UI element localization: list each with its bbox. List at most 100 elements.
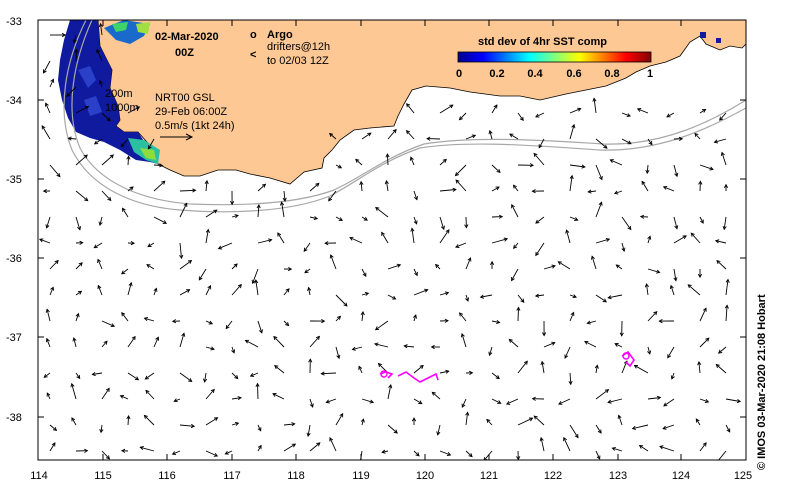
current-arrowhead [336,354,341,360]
current-arrow [335,413,344,426]
current-arrowhead [93,244,98,249]
current-arrow [274,365,285,374]
current-arrowhead [103,340,108,345]
current-arrowhead [121,270,126,275]
current-arrowhead [669,284,674,290]
current-arrow [225,450,233,455]
map-time-title: 00Z [175,47,194,59]
current-arrowhead [465,297,470,302]
current-arrowhead [598,175,603,181]
current-arrowhead [596,455,601,460]
current-arrow [250,372,259,377]
current-arrow [307,424,311,437]
lon-tick-label: 118 [287,470,305,482]
current-arrow [641,181,649,192]
drifter-legend-symbol: < [250,49,256,61]
current-arrow [461,398,467,408]
current-arrow [517,360,528,374]
current-arrowhead [204,179,209,185]
current-arrowhead [97,258,101,264]
current-arrow [587,320,597,324]
current-arrow [569,108,581,114]
current-arrow [358,366,363,374]
current-arrow [321,372,337,375]
current-arrowhead [702,442,707,447]
current-arrowhead [325,399,330,404]
current-arrowhead [315,335,321,340]
current-arrow [257,239,272,244]
current-arrow [725,398,741,402]
current-arrow [252,268,259,284]
current-arrowhead [426,136,431,141]
current-arrowhead [709,166,714,171]
current-arrow [699,442,707,452]
drifter-legend-label-2: to 02/03 12Z [267,55,329,67]
current-arrowhead [513,244,518,250]
current-arrowhead [39,238,44,243]
lon-tick-label: 120 [416,470,434,482]
current-arrowhead [285,322,290,327]
current-arrowhead [304,269,309,274]
current-arrowhead [145,389,150,395]
current-arrow [49,287,54,296]
current-arrow [483,450,493,460]
current-arrow [699,308,707,322]
current-arrow [595,450,601,460]
current-arrowhead [188,378,193,382]
current-arrowhead [364,291,370,296]
current-arrow [725,305,728,322]
current-arrowhead [303,247,308,252]
current-arrow [718,450,727,460]
current-arrow [75,262,83,270]
current-arrowhead [701,109,707,113]
current-arrowhead [516,456,521,460]
current-arrowhead [186,289,191,293]
current-arrowhead [725,278,730,283]
current-arrow [621,112,631,117]
current-arrow [335,294,348,307]
current-arrow [517,112,524,121]
current-arrowhead [663,402,668,407]
current-arrowhead [126,155,131,160]
current-arrow [387,264,401,270]
current-arrow [563,437,571,452]
current-arrowhead [217,245,223,250]
current-arrowhead [488,351,493,357]
current-arrowhead [373,342,379,347]
current-arrowhead [50,286,55,291]
current-arrowhead [551,341,556,346]
current-arrow [97,285,103,296]
current-arrowhead [674,225,679,230]
current-arrowhead [467,257,472,262]
current-arrow [46,309,51,322]
current-arrow [413,365,424,374]
current-arrow [179,333,185,348]
current-arrow [612,447,623,452]
current-arrowhead [244,339,250,344]
current-arrowhead [523,360,528,365]
current-arrow [145,372,155,380]
current-arrowhead [147,145,152,150]
current-arrowhead [225,324,230,330]
argo-float-marker [622,352,630,360]
current-arrow [361,216,368,221]
current-arrowhead [307,286,312,292]
current-arrow [153,288,157,296]
current-arrowhead [337,164,343,169]
colorbar [457,51,652,63]
current-arrow [541,361,545,374]
current-arrowhead [214,417,219,422]
current-arrowhead [360,310,365,316]
current-arrowhead [412,314,417,319]
current-arrow [465,134,476,140]
drifter-legend-label: drifters@12h [267,41,330,53]
drifter-track [379,371,394,379]
current-arrowhead [257,427,262,432]
current-arrow [411,228,415,244]
current-arrow [607,398,623,403]
current-arrowhead [644,283,649,288]
current-arrow [283,288,290,296]
current-arrowhead [66,92,71,97]
current-arrow [439,104,454,114]
current-arrowhead [44,102,49,107]
